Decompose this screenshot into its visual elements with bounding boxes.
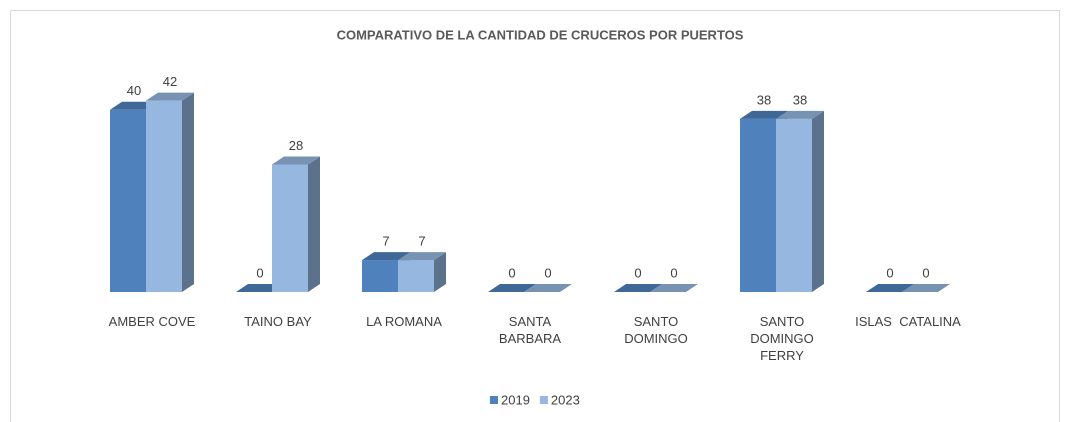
x-tick-label: SANTO DOMINGO <box>624 314 688 346</box>
bar-top <box>272 156 320 165</box>
x-tick-label: LA ROMANA <box>366 314 442 329</box>
data-label: 28 <box>289 138 303 153</box>
bar-top <box>362 252 410 261</box>
data-label: 40 <box>127 83 141 98</box>
bar-side <box>182 92 194 293</box>
bar <box>740 118 776 292</box>
data-label: 0 <box>886 265 893 280</box>
legend-label: 2023 <box>551 392 580 407</box>
x-tick-label: TAINO BAY <box>244 314 312 329</box>
legend-swatch <box>490 396 498 404</box>
bar <box>146 100 182 293</box>
bar-top <box>488 284 536 292</box>
bar-top <box>740 110 788 119</box>
bar <box>398 260 434 292</box>
x-tick-label: SANTO DOMINGO FERRY <box>750 314 814 363</box>
legend-label: 2019 <box>501 392 530 407</box>
x-tick-label: AMBER COVE <box>108 314 196 329</box>
data-label: 38 <box>793 92 807 107</box>
bar-top <box>524 284 572 292</box>
bar <box>110 109 146 293</box>
chart-title: COMPARATIVO DE LA CANTIDAD DE CRUCEROS P… <box>337 27 744 42</box>
bar-top <box>650 284 698 292</box>
data-label: 0 <box>634 265 641 280</box>
data-label: 0 <box>544 265 551 280</box>
bar-top <box>776 110 824 119</box>
data-label: 7 <box>418 234 425 249</box>
bar-side <box>434 252 446 292</box>
bar-top <box>866 284 914 292</box>
data-label: 0 <box>256 265 263 280</box>
bar-side <box>308 156 320 292</box>
bar-top <box>614 284 662 292</box>
data-label: 0 <box>670 265 677 280</box>
data-label: 42 <box>163 74 177 89</box>
x-tick-label: SANTA BARBARA <box>498 314 562 346</box>
bar-top <box>146 92 194 101</box>
data-label: 0 <box>922 265 929 280</box>
x-tick-label: ISLAS CATALINA <box>855 314 961 329</box>
bar-side <box>812 110 824 292</box>
bar <box>776 118 812 292</box>
data-label: 38 <box>757 92 771 107</box>
bar-top <box>902 284 950 292</box>
data-label: 0 <box>508 265 515 280</box>
bar <box>272 164 308 292</box>
legend-swatch <box>539 396 548 404</box>
bar <box>362 260 398 292</box>
bar-top <box>398 252 446 261</box>
data-label: 7 <box>382 234 389 249</box>
